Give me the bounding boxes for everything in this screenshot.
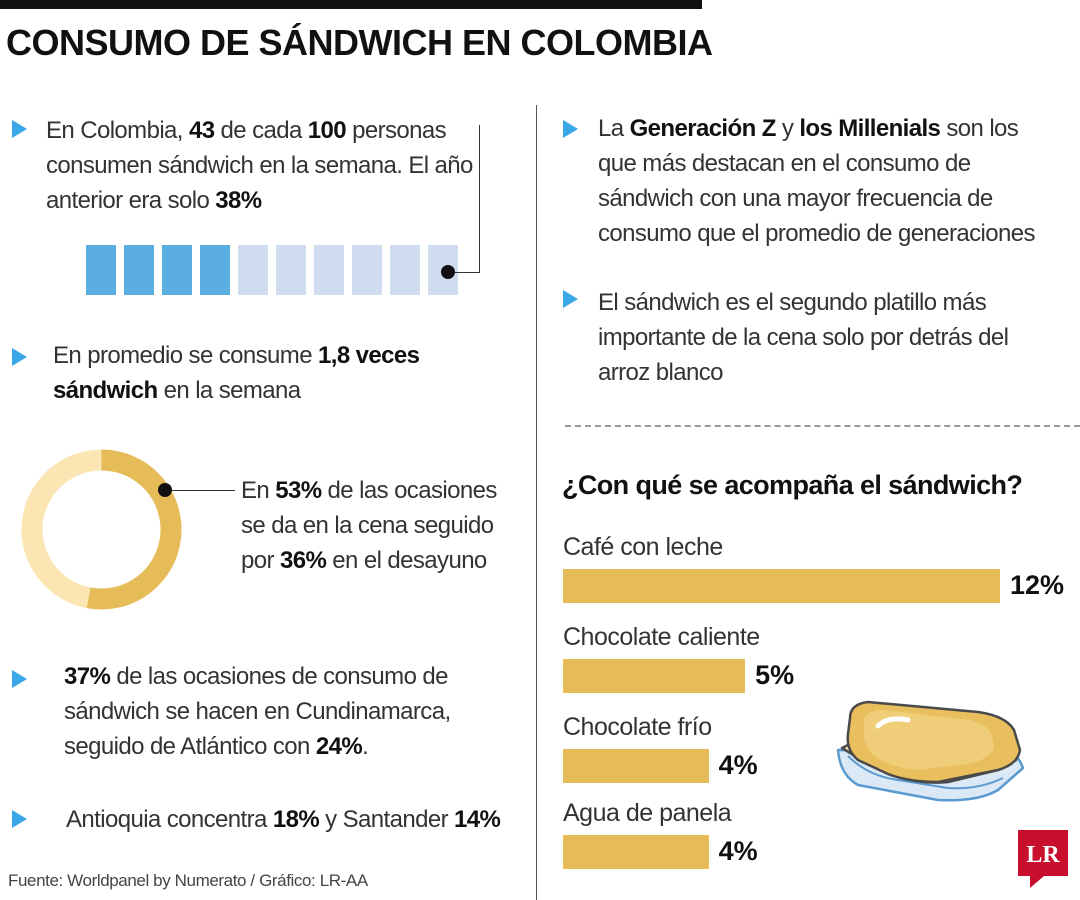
bar	[563, 659, 746, 693]
person-icon	[314, 245, 344, 295]
bar-value-label: 4%	[718, 750, 758, 780]
fact-text: .	[362, 733, 369, 760]
donut-slice	[21, 449, 102, 609]
bar-category-label: Chocolate frío	[563, 713, 712, 741]
fact-weekly: En Colombia, 43 de cada 100 personas con…	[46, 113, 486, 218]
fact-bold: 1,8 veces sándwich	[53, 342, 420, 404]
callout-dot	[158, 483, 172, 497]
fact-antioquia: Antioquia concentra 18% y Santander 14%	[66, 802, 526, 837]
fact-text: en la semana	[157, 377, 302, 404]
person-icon	[200, 245, 230, 295]
callout-line	[450, 272, 480, 273]
fact-text: personas consumen sándwich en la semana.…	[46, 117, 473, 214]
fact-bold: 53%	[275, 477, 322, 504]
page-title: CONSUMO DE SÁNDWICH EN COLOMBIA	[6, 22, 713, 63]
fact-text: de las ocasiones se da en la cena seguid…	[241, 477, 497, 574]
fact-bold: 18%	[272, 806, 320, 833]
bar-value-label: 12%	[1010, 570, 1065, 600]
fact-bold: 37%	[64, 663, 111, 690]
fact-text: Antioquia concentra	[66, 806, 273, 833]
fact-dinner: El sándwich es el segundo platillo más i…	[598, 285, 1038, 390]
bar-value-label: 5%	[755, 660, 795, 690]
bar-value-label: 4%	[718, 836, 758, 866]
fact-bold: 14%	[454, 806, 501, 833]
fact-text: de las ocasiones de consumo de sándwich …	[64, 663, 451, 760]
triangle-bullet-icon	[12, 120, 27, 138]
fact-bold: Generación Z	[629, 115, 777, 142]
sandwich-illustration	[836, 700, 1025, 802]
fact-occasions: En 53% de las ocasiones se da en la cena…	[241, 473, 506, 578]
fact-text: La	[598, 115, 630, 142]
donut-slice	[86, 449, 182, 610]
fact-bold: 24%	[315, 733, 363, 760]
fact-text: y Santander	[319, 806, 455, 833]
fact-text: y	[775, 115, 800, 142]
fact-bold: 38%	[215, 187, 262, 214]
lr-logo-text: LR	[1026, 842, 1060, 868]
callout-dot	[441, 265, 455, 279]
fact-bold: 36%	[279, 547, 327, 574]
fact-text: En	[241, 477, 276, 504]
bar	[563, 835, 709, 869]
fact-bold: 100	[307, 117, 347, 144]
person-icon	[352, 245, 382, 295]
triangle-bullet-icon	[12, 670, 27, 688]
fact-bold: los Millenials	[799, 115, 941, 142]
fact-text: En Colombia,	[46, 117, 189, 144]
lr-logo: LR	[1018, 830, 1068, 888]
fact-text: son los que más destacan en el consumo d…	[598, 115, 1036, 247]
fact-generations: La Generación Z y los Millenials son los…	[598, 111, 1053, 251]
bar	[563, 569, 1000, 603]
person-icon	[238, 245, 268, 295]
person-icon	[86, 245, 116, 295]
fact-frequency: En promedio se consume 1,8 veces sándwic…	[53, 338, 433, 408]
bar	[563, 749, 709, 783]
fact-bold: 43	[188, 117, 215, 144]
bar-category-label: Café con leche	[563, 533, 723, 561]
callout-line	[168, 490, 235, 491]
dashed-separator	[565, 425, 1080, 427]
person-icon	[162, 245, 192, 295]
triangle-bullet-icon	[563, 290, 578, 308]
person-icon	[276, 245, 306, 295]
person-icon	[124, 245, 154, 295]
fact-text: en el desayuno	[326, 547, 487, 574]
callout-line	[479, 125, 480, 273]
triangle-bullet-icon	[12, 810, 27, 828]
bar-category-label: Agua de panela	[563, 799, 732, 827]
chart-title: ¿Con qué se acompaña el sándwich?	[562, 470, 1023, 500]
bar-category-label: Chocolate caliente	[563, 623, 760, 651]
fact-text: de cada	[214, 117, 308, 144]
fact-regions: 37% de las ocasiones de consumo de sándw…	[64, 659, 464, 764]
triangle-bullet-icon	[12, 348, 27, 366]
source-note: Fuente: Worldpanel by Numerato / Gráfico…	[8, 871, 368, 890]
fact-text: En promedio se consume	[53, 342, 319, 369]
donut-chart	[21, 449, 182, 610]
top-rule	[0, 0, 702, 9]
column-divider	[536, 105, 537, 900]
fact-text: El sándwich es el segundo platillo más i…	[598, 289, 1009, 386]
person-icon	[390, 245, 420, 295]
triangle-bullet-icon	[563, 120, 578, 138]
